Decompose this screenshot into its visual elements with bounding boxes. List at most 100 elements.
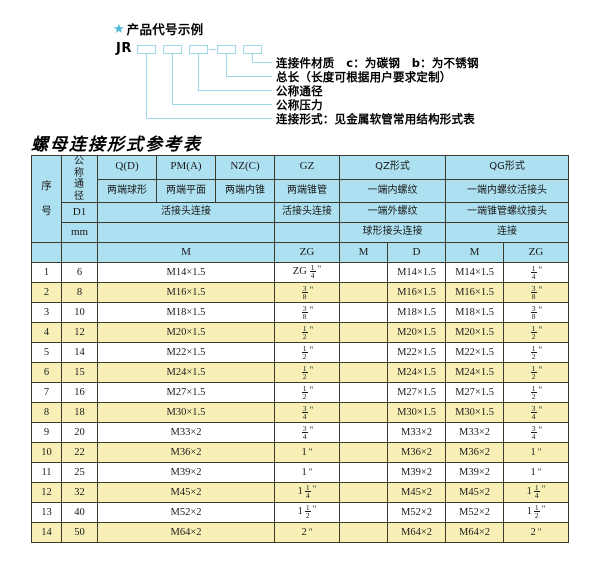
whole-number: 1 <box>526 506 532 518</box>
cell-seq: 4 <box>31 322 62 343</box>
inch-mark: " <box>308 446 313 457</box>
inch-mark: " <box>538 404 543 415</box>
table-row: 11 25 M39×2 1 " M39×2 M39×2 1 " <box>31 462 570 483</box>
header-d1: D1 <box>61 202 98 223</box>
code-box-3 <box>189 45 208 54</box>
header-desc-qd: 两端球形 <box>97 178 157 203</box>
cell-nominal-bore: 10 <box>61 302 98 323</box>
leader-line-3-v <box>198 54 199 90</box>
inch-mark: " <box>309 424 314 435</box>
header-desc-qz: 一端内螺纹 <box>338 178 447 203</box>
cell-nominal-bore: 14 <box>61 342 98 363</box>
header-unit-qz-m: M <box>339 242 388 263</box>
leader-line-5-v <box>146 54 147 118</box>
header-group-pma: PM(A) <box>156 155 216 180</box>
inch-mark: " <box>309 284 314 295</box>
whole-number: 1 <box>301 446 307 458</box>
table-row: 3 10 M18×1.5 3 8 " M18×1.5 M18×1.5 3 8 " <box>31 302 570 323</box>
cell-nominal-bore: 16 <box>61 382 98 403</box>
leader-line-3-h <box>198 90 272 91</box>
cell-thread-m: M30×1.5 <box>97 402 275 423</box>
cell-qg-m: M64×2 <box>445 522 505 543</box>
inch-mark: " <box>541 503 546 514</box>
inch-mark: " <box>312 503 317 514</box>
cell-qg-zg: 2 " <box>503 522 570 543</box>
header-desc-nzc: 两端内锥 <box>215 178 275 203</box>
cell-qg-zg: 1 1 4 " <box>503 482 570 503</box>
header-unit-seq-blank <box>31 242 62 263</box>
cell-qg-zg: 1 2 " <box>503 382 570 403</box>
cell-qg-m: M18×1.5 <box>445 302 505 323</box>
cell-qz-d: M39×2 <box>386 462 447 483</box>
code-note-material: 连接件材质 c：为碳钢 b：为不锈钢 <box>276 56 479 70</box>
cell-nominal-bore: 6 <box>61 262 98 283</box>
leader-line-2-h <box>226 76 272 77</box>
cell-qg-m: M45×2 <box>445 482 505 503</box>
whole-number: 1 <box>530 466 536 478</box>
table-row: 13 40 M52×2 1 1 2 " M52×2 M52×2 1 1 2 " <box>31 502 570 523</box>
whole-number: 1 <box>297 506 303 518</box>
whole-number: 1 <box>530 446 536 458</box>
header-row-connection2: mm 球形接头连接 连接 <box>32 222 570 243</box>
inch-mark: " <box>541 483 546 494</box>
header-conn2-connect: 连接 <box>445 222 570 243</box>
header-nominal-bore: 公称通径 <box>61 155 98 203</box>
cell-qg-m: M22×1.5 <box>445 342 505 363</box>
inch-mark: " <box>308 466 313 477</box>
header-seq-char-1: 序 <box>41 179 52 192</box>
zg-prefix: ZG <box>292 266 307 278</box>
inch-mark: " <box>309 364 314 375</box>
table-row: 2 8 M16×1.5 3 8 " M16×1.5 M16×1.5 3 8 " <box>31 282 570 303</box>
cell-gz-zg: 1 2 " <box>274 342 340 363</box>
inch-mark: " <box>538 264 543 275</box>
cell-qz-d: M20×1.5 <box>386 322 447 343</box>
code-note-total-length: 总长（长度可根据用户要求定制） <box>276 70 452 84</box>
inch-mark: " <box>537 526 542 537</box>
cell-seq: 6 <box>31 362 62 383</box>
cell-qz-m <box>339 302 388 323</box>
inch-mark: " <box>538 324 543 335</box>
cell-qz-m <box>339 402 388 423</box>
table-row: 6 15 M24×1.5 1 2 " M24×1.5 M24×1.5 1 2 " <box>31 362 570 383</box>
cell-qz-d: M16×1.5 <box>386 282 447 303</box>
cell-seq: 3 <box>31 302 62 323</box>
header-mm: mm <box>61 222 98 243</box>
cell-qz-d: M64×2 <box>386 522 447 543</box>
cell-gz-zg: 3 8 " <box>274 302 340 323</box>
cell-qg-zg: 1 1 2 " <box>503 502 570 523</box>
cell-thread-m: M14×1.5 <box>97 262 275 283</box>
cell-nominal-bore: 8 <box>61 282 98 303</box>
leader-line-1-v <box>252 54 253 62</box>
cell-qg-zg: 1 2 " <box>503 342 570 363</box>
leader-line-4-h <box>172 104 272 105</box>
inch-mark: " <box>309 404 314 415</box>
inch-mark: " <box>309 344 314 355</box>
cell-gz-zg: 3 4 " <box>274 402 340 423</box>
cell-seq: 1 <box>31 262 62 283</box>
cell-gz-zg: 1 1 4 " <box>274 482 340 503</box>
cell-qg-zg: 3 8 " <box>503 282 570 303</box>
cell-seq: 10 <box>31 442 62 463</box>
header-unit-bore-blank <box>61 242 98 263</box>
cell-seq: 11 <box>31 462 62 483</box>
cell-thread-m: M45×2 <box>97 482 275 503</box>
cell-qz-d: M27×1.5 <box>386 382 447 403</box>
inch-mark: " <box>309 384 314 395</box>
cell-nominal-bore: 15 <box>61 362 98 383</box>
cell-qg-m: M27×1.5 <box>445 382 505 403</box>
cell-seq: 7 <box>31 382 62 403</box>
cell-qg-m: M36×2 <box>445 442 505 463</box>
cell-qg-zg: 3 8 " <box>503 302 570 323</box>
cell-qz-m <box>339 502 388 523</box>
table-row: 14 50 M64×2 2 " M64×2 M64×2 2 " <box>31 522 570 543</box>
inch-mark: " <box>317 263 322 274</box>
